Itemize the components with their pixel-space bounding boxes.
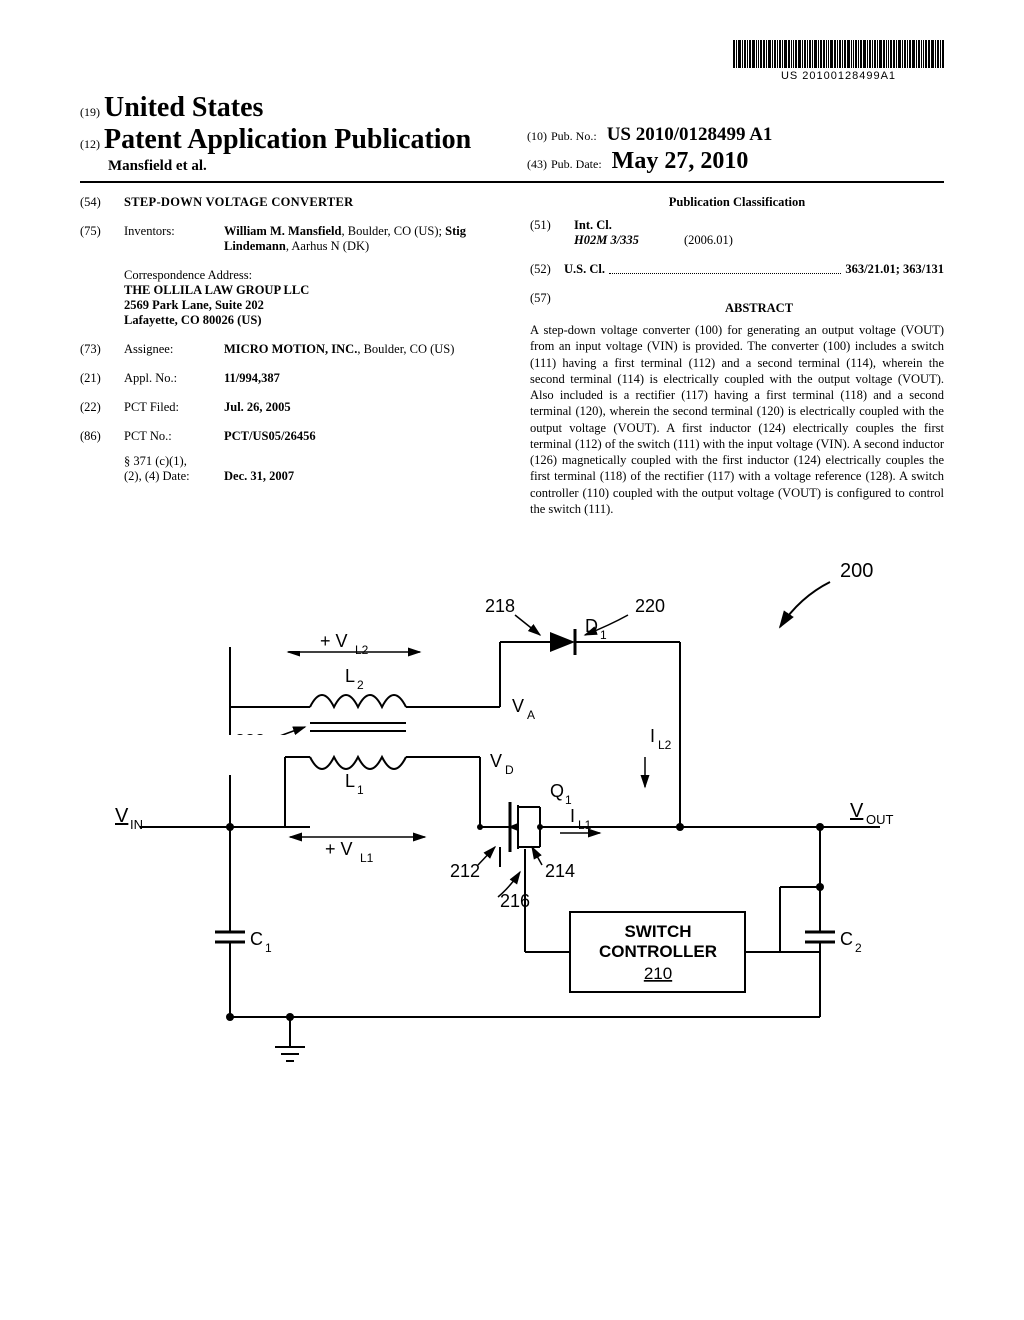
country-code: (19) — [80, 105, 100, 119]
svg-text:A: A — [527, 708, 535, 722]
classification-heading: Publication Classification — [530, 195, 944, 210]
invention-title: STEP-DOWN VOLTAGE CONVERTER — [124, 195, 353, 210]
svg-text:210: 210 — [644, 964, 672, 983]
barcode-number: US 20100128499A1 — [733, 70, 944, 82]
pct-filed: Jul. 26, 2005 — [224, 400, 494, 415]
svg-text:1: 1 — [357, 783, 364, 797]
f73-code: (73) — [80, 342, 114, 357]
svg-text:I: I — [570, 806, 575, 826]
doc-type: Patent Application Publication — [104, 124, 471, 155]
svg-text:+ V: + V — [320, 631, 348, 651]
svg-text:CONTROLLER: CONTROLLER — [599, 942, 717, 961]
f52-label: U.S. Cl. — [564, 262, 605, 277]
pct-no: PCT/US05/26456 — [224, 429, 494, 444]
pubdate-label: Pub. Date: — [551, 157, 602, 171]
country: United States — [104, 92, 263, 123]
correspondence-line-3: Lafayette, CO 80026 (US) — [124, 313, 494, 328]
barcode-stripes — [733, 40, 944, 68]
f75-label: Inventors: — [124, 224, 214, 254]
uscl-value: 363/21.01; 363/131 — [845, 262, 944, 277]
f86-sub1: § 371 (c)(1), — [124, 454, 214, 469]
pubno-value: US 2010/0128499 A1 — [607, 124, 773, 145]
svg-text:214: 214 — [545, 861, 575, 881]
svg-text:1: 1 — [600, 628, 607, 642]
svg-text:SWITCH: SWITCH — [624, 922, 691, 941]
abstract-heading: ABSTRACT — [574, 301, 944, 316]
circuit-figure: 200 VIN L2 222 + VL2 — [80, 547, 944, 1087]
ref-200: 200 — [840, 560, 873, 582]
pubno-label: Pub. No.: — [551, 129, 597, 143]
f21-code: (21) — [80, 371, 114, 386]
pubdate-code: (43) — [527, 157, 547, 171]
intcl-symbol: H02M 3/335 — [574, 233, 674, 248]
pubdate-value: May 27, 2010 — [612, 148, 749, 174]
f73-label: Assignee: — [124, 342, 214, 357]
svg-text:OUT: OUT — [866, 812, 894, 827]
f22-code: (22) — [80, 400, 114, 415]
correspondence-line-2: 2569 Park Lane, Suite 202 — [124, 298, 494, 313]
f86-code: (86) — [80, 429, 114, 444]
intcl-edition: (2006.01) — [684, 233, 733, 248]
svg-text:1: 1 — [265, 941, 272, 955]
svg-text:L1: L1 — [360, 851, 374, 865]
f51-code: (51) — [530, 218, 564, 233]
header-rule — [80, 181, 944, 183]
svg-text:2: 2 — [357, 678, 364, 692]
svg-text:V: V — [512, 696, 524, 716]
f86-sub2: (2), (4) Date: — [124, 469, 214, 484]
barcode-block: US 20100128499A1 — [80, 40, 944, 84]
svg-text:2: 2 — [855, 941, 862, 955]
f21-label: Appl. No.: — [124, 371, 214, 386]
svg-text:+ V: + V — [325, 839, 353, 859]
svg-text:IN: IN — [130, 817, 143, 832]
svg-text:C: C — [840, 929, 853, 949]
author-line: Mansfield et al. — [108, 158, 497, 175]
f54-code: (54) — [80, 195, 114, 210]
f86-label: PCT No.: — [124, 429, 214, 444]
appl-no: 11/994,387 — [224, 371, 494, 386]
f75-code: (75) — [80, 224, 114, 254]
svg-text:I: I — [650, 726, 655, 746]
svg-text:D: D — [505, 763, 514, 777]
svg-text:L: L — [345, 771, 355, 791]
correspondence-line-1: THE OLLILA LAW GROUP LLC — [124, 283, 494, 298]
svg-text:1: 1 — [565, 793, 572, 807]
f57-code: (57) — [530, 291, 564, 322]
svg-text:L2: L2 — [355, 643, 369, 657]
svg-text:V: V — [850, 800, 864, 822]
f52-code: (52) — [530, 262, 564, 277]
svg-text:L1: L1 — [578, 818, 592, 832]
correspondence-heading: Correspondence Address: — [124, 268, 494, 283]
svg-text:218: 218 — [485, 596, 515, 616]
f51-label: Int. Cl. — [574, 218, 612, 233]
f86-sub2-val: Dec. 31, 2007 — [224, 469, 494, 484]
svg-text:Q: Q — [550, 781, 564, 801]
svg-text:L2: L2 — [658, 738, 672, 752]
assignee: MICRO MOTION, INC., Boulder, CO (US) — [224, 342, 494, 357]
svg-text:L: L — [345, 666, 355, 686]
svg-text:220: 220 — [635, 596, 665, 616]
f22-label: PCT Filed: — [124, 400, 214, 415]
doc-type-code: (12) — [80, 137, 100, 151]
svg-text:V: V — [490, 751, 502, 771]
svg-text:212: 212 — [450, 861, 480, 881]
dotfill — [609, 264, 841, 274]
inventors: William M. Mansfield, Boulder, CO (US); … — [224, 224, 494, 254]
abstract-text: A step-down voltage converter (100) for … — [530, 322, 944, 517]
svg-text:C: C — [250, 929, 263, 949]
pubno-code: (10) — [527, 129, 547, 143]
svg-text:V: V — [115, 805, 129, 827]
svg-text:216: 216 — [500, 891, 530, 911]
